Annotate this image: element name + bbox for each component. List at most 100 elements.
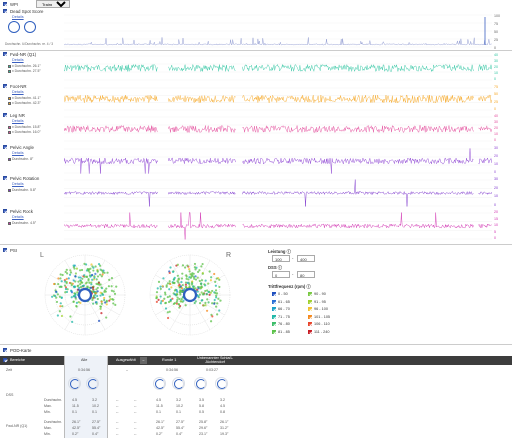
fat-chart <box>64 86 492 112</box>
cadence-zone[interactable]: 91 - 95 <box>308 299 326 304</box>
prot-details-link[interactable]: Details <box>12 182 24 186</box>
psi-checkbox[interactable] <box>3 248 7 252</box>
frh-value: 55.4° <box>92 426 101 430</box>
prot-checkbox[interactable] <box>3 176 7 180</box>
rider-dropdown[interactable]: Trainees <box>36 0 70 8</box>
col-runde-1[interactable]: Runde 1 <box>162 358 177 362</box>
cadence-zone[interactable]: 106 - 110 <box>308 322 330 326</box>
pangle-legend-0: Durchschn. 8° <box>8 157 33 161</box>
cadence-zone[interactable]: 81 - 85 <box>272 329 290 334</box>
leg-checkbox[interactable] <box>3 113 7 117</box>
frh-row-label: Max. <box>44 426 52 430</box>
cadence-zone-checkbox[interactable] <box>272 307 276 311</box>
dss-unben-right: 3.2 <box>220 398 225 402</box>
prock-axis-tick: 15 <box>494 216 498 221</box>
fat-details-link[interactable]: Details <box>12 90 24 94</box>
cadence-label: Trittfrequenz (rpm) ⓘ <box>268 284 311 289</box>
col-ausgewaehlt[interactable]: Ausgewählt <box>116 358 136 362</box>
dss-gauge-alle-left <box>68 377 81 390</box>
prock-checkbox[interactable] <box>3 209 7 213</box>
dead-spot-checkbox[interactable] <box>3 9 7 13</box>
dss-ausgew-right: -- <box>134 410 137 414</box>
col-unbenannter[interactable]: Unbenannter Schlaß-Jüchtendorf <box>196 356 234 364</box>
frh-value: 27.5° <box>92 420 101 424</box>
leg-legend-text: x Durchschn. 16.0° <box>12 130 41 134</box>
frh-checkbox[interactable] <box>3 52 7 56</box>
cadence-zone[interactable]: 66 - 70 <box>272 307 290 311</box>
dss-alle-left: 11.5 <box>72 404 79 408</box>
frh-details-link[interactable]: Details <box>12 58 24 62</box>
pod-checkbox[interactable] <box>3 348 7 352</box>
cadence-zone-checkbox[interactable] <box>272 322 276 326</box>
cadence-zone-checkbox[interactable] <box>272 314 276 319</box>
dead-spot-details-link[interactable]: Details <box>12 15 24 19</box>
wpi-checkbox[interactable] <box>3 2 7 6</box>
dss-max-input[interactable]: 80 <box>297 271 315 278</box>
cadence-zone-checkbox[interactable] <box>272 299 276 304</box>
dss-runde-right: 10.2 <box>176 404 183 408</box>
leg-legend-swatch <box>8 130 11 134</box>
cadence-zone-checkbox[interactable] <box>308 329 312 334</box>
pangle-checkbox[interactable] <box>3 145 7 149</box>
dss-unben-left: 3.5 <box>199 398 204 402</box>
cadence-zone-checkbox[interactable] <box>308 292 312 296</box>
cadence-zone[interactable]: 90 - 90 <box>308 292 326 296</box>
cadence-zone-checkbox[interactable] <box>272 292 276 296</box>
right-pedal-label: R <box>226 252 232 259</box>
leg-details-link[interactable]: Details <box>12 119 24 123</box>
ausgewaehlt-toggle[interactable]: − <box>140 357 147 364</box>
frh-ausgew-left: -- <box>116 432 119 436</box>
bereiche-checkbox[interactable] <box>3 358 7 362</box>
dss-alle-left: 0.1 <box>72 410 77 414</box>
cadence-zone[interactable]: 101 - 105 <box>308 314 331 319</box>
dss-unben-left: 0.5 <box>199 410 204 414</box>
col-alle[interactable]: Alle <box>81 358 88 362</box>
fat-legend-swatch <box>8 96 11 100</box>
dss-gauge-unben-left <box>194 377 207 390</box>
psi-polar-right <box>130 250 250 341</box>
zeit-runde: 0:34:56 <box>166 368 178 372</box>
prock-details-link[interactable]: Details <box>12 215 24 219</box>
frh-value: 26.1° <box>220 420 229 424</box>
cadence-zone[interactable]: 61 - 65 <box>272 299 290 304</box>
cadence-zone[interactable]: 76 - 80 <box>272 322 290 326</box>
dead-spot-axis-tick: 0 <box>494 46 496 50</box>
prot-axis-tick: 10 <box>494 194 498 199</box>
dss-runde-left: 0.1 <box>156 410 161 414</box>
cadence-zone-checkbox[interactable] <box>308 314 312 319</box>
cadence-zone-checkbox[interactable] <box>272 329 276 334</box>
fat-checkbox[interactable] <box>3 84 7 88</box>
dss-gauge-runde-left <box>153 377 166 390</box>
frh-legend-1: x Durchschn. 27.5° <box>8 69 41 73</box>
cadence-zone[interactable]: 71 - 75 <box>272 314 290 319</box>
cadence-zone[interactable]: 111 - 240 <box>308 329 329 334</box>
prock-chart <box>64 211 492 241</box>
pangle-details-link[interactable]: Details <box>12 151 24 155</box>
cadence-zone-checkbox[interactable] <box>308 307 312 311</box>
frh-title: Fwd-NR (Q1) <box>10 52 37 57</box>
frh-legend-swatch <box>8 69 11 73</box>
prock-legend-text: Durchschn. 4.5° <box>12 221 37 225</box>
pangle-legend-swatch <box>8 157 11 161</box>
frh-row-title: Fwd-NR (Q1) <box>6 424 28 428</box>
leistung-min-input[interactable]: 100 <box>272 255 290 262</box>
dss-runde-right: 3.2 <box>176 398 181 402</box>
zeit-alle: 0:34:56 <box>78 368 90 372</box>
dead-spot-gauge-left <box>8 21 20 33</box>
cadence-zone[interactable]: 96 - 100 <box>308 307 328 311</box>
leistung-max-input[interactable]: 400 <box>297 255 315 262</box>
dss-min-input[interactable]: 0 <box>272 271 290 278</box>
frh-legend-text: x Durchschn. 26.1° <box>12 64 41 68</box>
cadence-zone[interactable]: 0 - 50 <box>272 292 288 296</box>
cadence-zone-checkbox[interactable] <box>308 299 312 304</box>
frh-ausgew-right: -- <box>134 426 137 430</box>
fat-axis-tick: 0 <box>494 107 496 111</box>
cadence-zone-label: 76 - 80 <box>278 322 290 326</box>
frh-chart <box>64 54 492 82</box>
pangle-chart <box>64 147 492 175</box>
cadence-zone-checkbox[interactable] <box>308 322 312 326</box>
fat-legend-0: x Durchschn. 41.1° <box>8 96 41 100</box>
dss-unben-left: 5.8 <box>199 404 204 408</box>
dss-label: DSS ⓘ <box>268 265 282 270</box>
cadence-zone-label: 101 - 105 <box>314 314 331 319</box>
